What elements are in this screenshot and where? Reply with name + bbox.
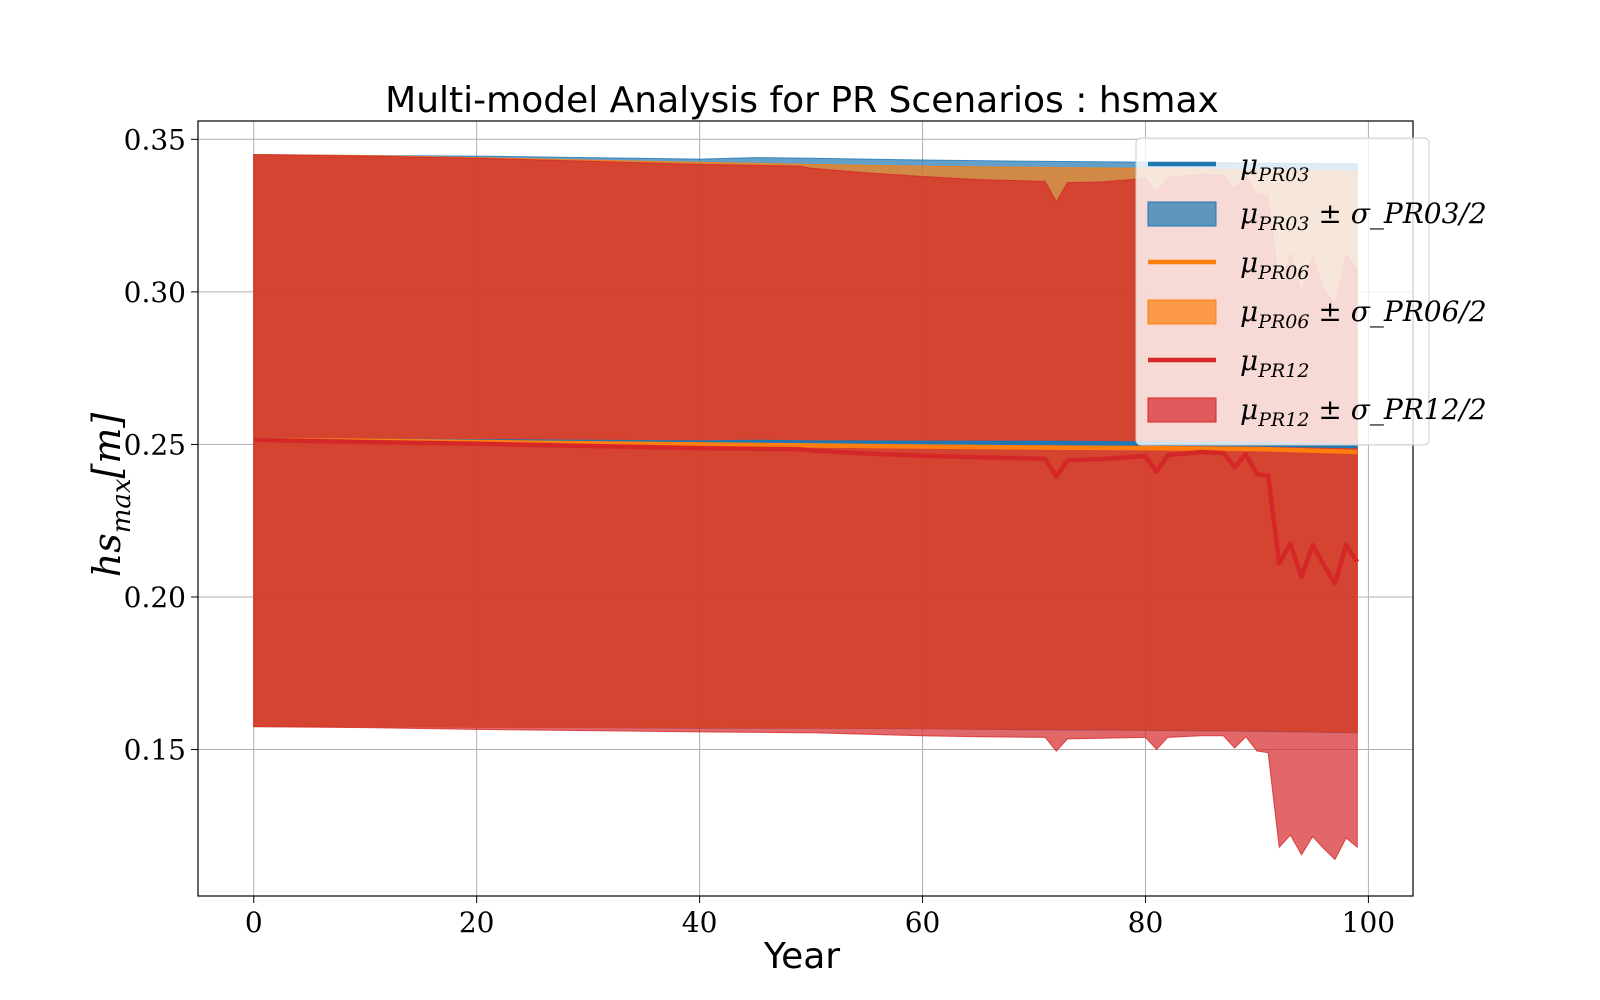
plot-area: 0 20 40 60 80 100 0.15 0.20 0.25 0.30 0.35 — [124, 120, 1414, 939]
legend-label-mean-1: μPR03 — [1240, 148, 1309, 186]
axes-frame — [197, 120, 1414, 897]
mean-line-3 — [253, 437, 1360, 586]
x-tick-label-1: 20 — [459, 906, 495, 939]
y-tick-label-3: 0.30 — [124, 276, 186, 309]
x-tick-label-3: 60 — [905, 906, 941, 939]
legend-band-swatch-1 — [1147, 201, 1217, 227]
legend-label-mean-2: μPR06 — [1240, 246, 1309, 284]
legend-band-swatch-3 — [1147, 397, 1217, 423]
y-tick-label-0: 0.15 — [124, 734, 186, 767]
y-axis-label: hsmax[m] — [85, 413, 137, 578]
y-axis-label-group: hsmax[m] — [85, 413, 137, 578]
y-tick-label-2: 0.25 — [124, 428, 186, 461]
band-3 — [253, 154, 1358, 861]
legend: μPR03 μPR03 ± σ_PR03/2 μPR06 μPR06 ± σ_PR06… — [1135, 137, 1487, 446]
x-tick-label-0: 0 — [245, 906, 263, 939]
x-tick-label-2: 40 — [682, 906, 718, 939]
x-tick-label-5: 100 — [1342, 906, 1395, 939]
legend-label-band-3: μPR12 ± σ_PR12/2 — [1240, 393, 1487, 431]
legend-label-band-1: μPR03 ± σ_PR03/2 — [1240, 197, 1487, 235]
legend-band-swatch-2 — [1147, 299, 1217, 325]
x-axis-label: Year — [763, 936, 840, 977]
x-tick-label-4: 80 — [1128, 906, 1164, 939]
legend-label-mean-3: μPR12 — [1240, 344, 1309, 382]
legend-label-band-2: μPR06 ± σ_PR06/2 — [1240, 295, 1487, 333]
y-tick-label-4: 0.35 — [124, 123, 186, 156]
chart-title: Multi-model Analysis for PR Scenarios : … — [385, 80, 1219, 121]
y-tick-label-1: 0.20 — [124, 581, 186, 614]
